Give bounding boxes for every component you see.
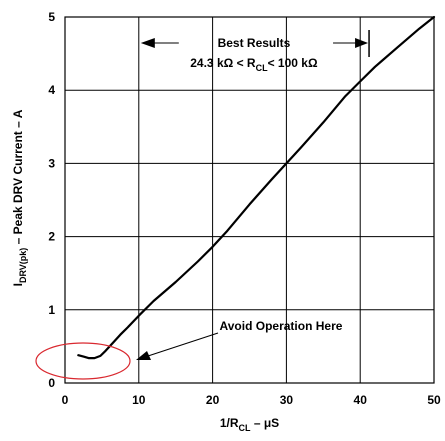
y-axis-title-subscript: DRV(pk) [18, 248, 28, 283]
series-line [77, 15, 436, 360]
x-tick-label: 50 [427, 393, 441, 407]
best-results-range: 24.3 kΩ < RCL< 100 kΩ [190, 56, 318, 73]
grid [65, 17, 434, 383]
avoid-operation-label: Avoid Operation Here [220, 319, 343, 333]
x-axis-title-base: 1/R [220, 416, 239, 430]
x-axis-title: 1/RCL – μS [220, 416, 279, 433]
x-tick-label: 30 [280, 393, 294, 407]
best-results-range-subscript: CL [256, 63, 268, 73]
best-results-range-prefix: 24.3 kΩ < R [190, 56, 256, 70]
x-axis-title-subscript: CL [239, 423, 251, 433]
x-tick-label: 0 [62, 393, 69, 407]
best-results-range-suffix: < 100 kΩ [268, 56, 318, 70]
y-tick-label: 4 [48, 83, 55, 97]
y-tick-label: 0 [48, 376, 55, 390]
y-tick-label: 1 [48, 303, 55, 317]
y-axis-title-tail: – Peak DRV Current – A [11, 109, 25, 247]
y-axis-title-base: I [11, 283, 25, 286]
avoid-region-ellipse [35, 342, 131, 380]
series-line-group [77, 15, 436, 360]
avoid-operation-annotation: Avoid Operation Here [35, 319, 343, 380]
avoid-arrowhead [136, 351, 151, 360]
y-axis-title: IDRV(pk) – Peak DRV Current – A [11, 109, 28, 286]
y-tick-label: 2 [48, 230, 55, 244]
x-axis-title-tail: – μS [251, 416, 280, 430]
y-tick-label: 3 [48, 156, 55, 170]
best-results-title: Best Results [218, 36, 291, 50]
avoid-arrow [147, 332, 219, 357]
y-tick-labels: 0 1 2 3 4 5 [48, 10, 55, 390]
best-results-annotation: Best Results 24.3 kΩ < RCL< 100 kΩ [140, 30, 370, 73]
x-tick-label: 20 [206, 393, 220, 407]
best-results-arrowhead-right [355, 38, 369, 48]
best-results-arrowhead-left [140, 38, 155, 48]
x-tick-labels: 0 10 20 30 40 50 [62, 393, 441, 407]
x-tick-label: 40 [354, 393, 368, 407]
plot-frame [64, 16, 435, 384]
x-tick-label: 10 [132, 393, 146, 407]
y-tick-label: 5 [48, 10, 55, 24]
